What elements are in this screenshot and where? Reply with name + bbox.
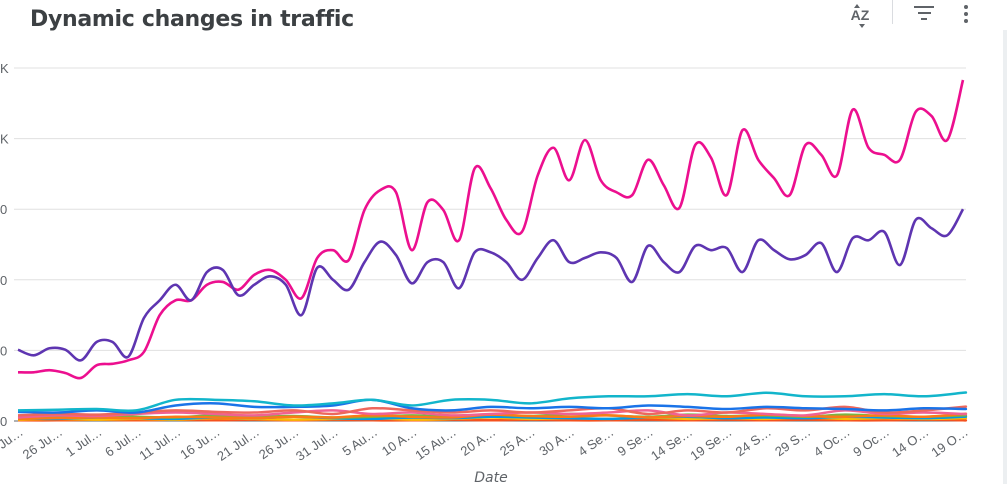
x-tick-label: 26 Ju…: [20, 424, 65, 462]
sort-az-icon[interactable]: AZ: [848, 3, 872, 28]
x-tick-label: 19 O…: [928, 424, 970, 460]
series-line-minor: [17, 409, 968, 419]
x-tick-label: 4 Se…: [575, 424, 616, 459]
more-vert-icon[interactable]: [962, 5, 970, 23]
x-tick-label: 5 Au…: [340, 424, 381, 459]
x-tick-label: 1 Jul…: [63, 424, 105, 459]
x-tick-label: 14 O…: [889, 424, 931, 460]
toolbar-divider: [892, 0, 893, 24]
x-tick-label: 19 Se…: [687, 424, 734, 463]
x-tick-label: 25 A…: [497, 424, 538, 459]
x-tick-label: 16 Ju…: [177, 424, 222, 462]
series-line-minor: [17, 398, 968, 414]
y-tick-label: 0: [0, 273, 7, 288]
sort-icon-label: AZ: [850, 7, 870, 23]
x-tick-label: 9 Oc…: [850, 424, 892, 459]
x-tick-label: 15 Au…: [412, 424, 459, 463]
x-tick-label: 24 S…: [733, 424, 774, 459]
y-tick-label: K: [0, 61, 9, 76]
x-tick-label: 21 Ju…: [0, 424, 26, 462]
filter-icon[interactable]: [913, 6, 935, 20]
x-tick-label: 29 S…: [772, 424, 813, 459]
y-tick-label: 0: [0, 414, 7, 429]
x-tick-label: 30 A…: [536, 424, 577, 459]
y-tick-label: 0: [0, 202, 7, 217]
series-line-minor: [17, 412, 968, 421]
x-tick-label: 21 Jul…: [214, 424, 262, 464]
x-tick-label: 20 A…: [458, 424, 499, 459]
x-axis-title: Date: [474, 470, 507, 484]
x-tick-label: 26 Ju…: [256, 424, 301, 462]
y-tick-label: K: [0, 132, 9, 147]
y-tick-label: 0: [0, 343, 7, 358]
chart-title: Dynamic changes in traffic: [30, 7, 354, 32]
x-tick-label: 14 Se…: [648, 424, 695, 463]
series-line-minor: [17, 391, 968, 413]
series-line-minor: [17, 405, 968, 417]
x-tick-label: 4 Oc…: [811, 424, 853, 459]
x-tick-label: 31 Jul…: [293, 424, 341, 464]
series-line-0: [17, 79, 965, 380]
sort-down-arrow-icon: [859, 24, 865, 28]
sort-up-arrow-icon: [854, 4, 860, 8]
x-tick-label: 11 Jul…: [136, 424, 183, 463]
scrollbar[interactable]: [1003, 30, 1007, 484]
series-line-1: [17, 208, 965, 362]
